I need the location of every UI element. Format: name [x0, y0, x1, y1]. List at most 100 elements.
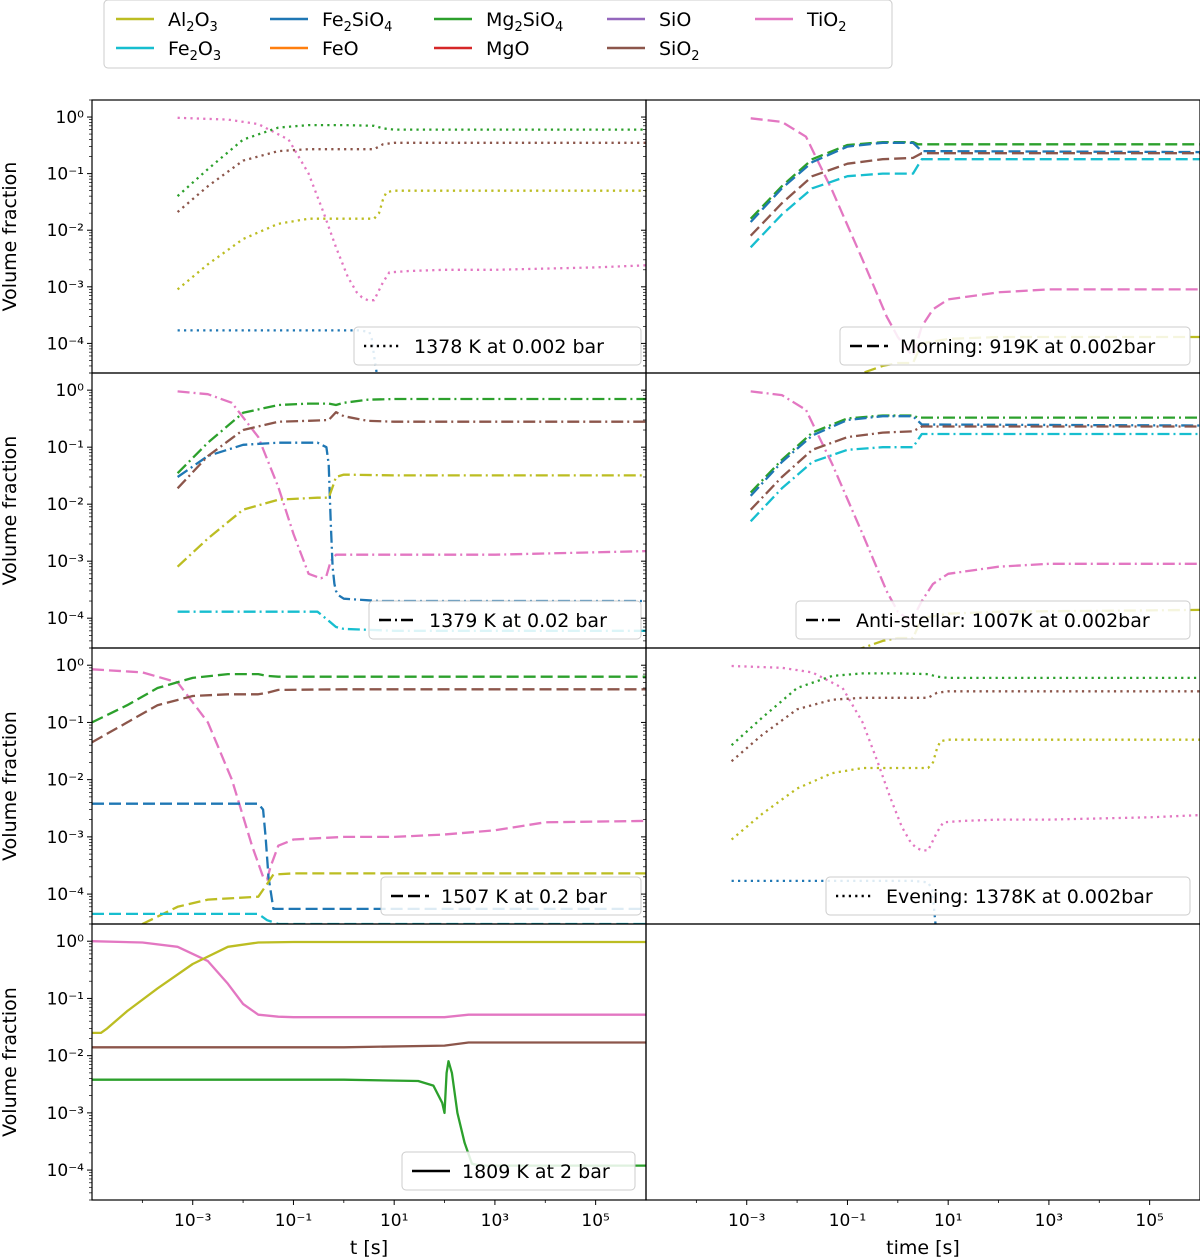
y-axis-label: Volume fraction — [0, 711, 21, 861]
panel-left-3: 10⁻⁴ 10⁻³ 10⁻² 10⁻¹ 10⁰ Volume fraction 1507 K… — [0, 647, 647, 925]
series-line-Al2O3 — [136, 872, 646, 924]
legend-entry-label: TiO2 — [806, 9, 847, 35]
legend-label: Anti-stellar: 1007K at 0.002bar — [856, 610, 1150, 632]
panel-left-1: 10⁻⁴ 10⁻³ 10⁻² 10⁻¹ 10⁰ Volume fraction 1378 K… — [0, 99, 647, 374]
y-tick-label: 10⁻³ — [47, 828, 84, 848]
series-line-Al2O3 — [176, 473, 646, 568]
x-axis-label: time [s] — [886, 1237, 960, 1259]
y-tick-label: 10⁻⁴ — [47, 334, 85, 354]
series-line-SiO2 — [749, 425, 1200, 511]
legend-frame — [839, 326, 1191, 366]
x-tick-label: 10³ — [1035, 1211, 1063, 1231]
series-line-Al2O3 — [858, 335, 1200, 373]
series-line-Fe2SiO4 — [92, 802, 646, 911]
series-line-Mg2SiO4 — [176, 123, 646, 197]
legend-frame — [401, 1151, 636, 1191]
legend-entry-label: Fe2SiO4 — [322, 9, 392, 35]
legend-frame — [368, 600, 642, 640]
x-tick-label: 10⁵ — [1135, 1211, 1163, 1231]
series-line-TiO2 — [92, 940, 646, 1019]
panel-right-3: Evening: 1378K at 0.002bar — [641, 647, 1200, 925]
series-line-TiO2 — [177, 390, 646, 580]
panel-legend: Anti-stellar: 1007K at 0.002bar — [795, 600, 1191, 640]
x-tick-label: 10⁻¹ — [829, 1211, 866, 1231]
panels: 10⁻⁴ 10⁻³ 10⁻² 10⁻¹ 10⁰ Volume fraction 1378 K… — [0, 99, 1200, 1259]
series-line-Fe2SiO4 — [176, 441, 646, 603]
y-tick-label: 10⁰ — [56, 932, 85, 952]
panel-legend: Evening: 1378K at 0.002bar — [825, 876, 1191, 916]
series-group — [92, 668, 646, 924]
legend-label: 1809 K at 2 bar — [462, 1161, 610, 1183]
panel-legend: 1809 K at 2 bar — [401, 1151, 636, 1191]
y-tick-label: 10⁻² — [47, 495, 84, 515]
legend-entry-label: Al2O3 — [168, 9, 218, 35]
legend-frame — [825, 876, 1191, 916]
y-tick-label: 10⁻¹ — [47, 713, 84, 733]
y-tick-label: 10⁻² — [47, 221, 84, 241]
x-axis-left: 10⁻³ 10⁻¹ 10¹ 10³ 10⁵ t [s] — [141, 1200, 610, 1259]
legend-frame — [353, 326, 642, 366]
panel-legend: Morning: 919K at 0.002bar — [839, 326, 1191, 366]
y-tick-label: 10⁻¹ — [47, 438, 84, 458]
series-group — [749, 117, 1200, 373]
legend-frame — [795, 600, 1191, 640]
x-tick-label: 10⁵ — [581, 1211, 609, 1231]
series-line-Fe2SiO4 — [749, 141, 1200, 223]
y-axis-label: Volume fraction — [0, 162, 21, 312]
series-line-SiO2 — [176, 141, 646, 213]
x-tick-label: 10⁻³ — [174, 1211, 211, 1231]
series-line-Al2O3 — [92, 940, 646, 1035]
y-tick-label: 10⁻¹ — [47, 165, 84, 185]
y-tick-label: 10⁻⁴ — [47, 885, 85, 905]
panel-legend: 1378 K at 0.002 bar — [353, 326, 642, 366]
y-axis-label: Volume fraction — [0, 436, 21, 586]
y-tick-label: 10⁰ — [56, 108, 85, 128]
y-tick-label: 10⁻² — [47, 1047, 84, 1067]
legend-box — [103, 0, 893, 69]
legend-label: 1378 K at 0.002 bar — [414, 336, 604, 358]
legend-entry-label: FeO — [322, 38, 359, 60]
legend-item-Al2O3: Al2O3 — [116, 9, 218, 35]
series-group — [176, 390, 646, 632]
x-axis-right: 10⁻³ 10⁻¹ 10¹ 10³ 10⁵ time [s] — [695, 1200, 1164, 1259]
series-line-SiO2 — [730, 690, 1200, 763]
series-line-Fe2O3 — [92, 912, 646, 924]
legend-entry-label: Mg2SiO4 — [486, 9, 563, 35]
series-line-Mg2SiO4 — [176, 397, 646, 475]
legend-label: 1507 K at 0.2 bar — [441, 886, 607, 908]
series-line-TiO2 — [731, 664, 1200, 852]
panel-legend: 1507 K at 0.2 bar — [380, 876, 642, 916]
panel-right-2: Anti-stellar: 1007K at 0.002bar — [641, 372, 1200, 649]
legend-item-Mg2SiO4: Mg2SiO4 — [434, 9, 563, 35]
legend-entry-label: SiO — [659, 9, 691, 31]
x-tick-label: 10³ — [481, 1211, 509, 1231]
y-tick-label: 10⁻⁴ — [47, 609, 85, 629]
legend-item-SiO2: SiO2 — [607, 38, 700, 64]
legend-item-MgO: MgO — [434, 38, 529, 60]
series-line-Mg2SiO4 — [92, 672, 646, 724]
legend: Al2O3 Fe2O3 Fe2SiO4 FeO Mg2SiO4 MgO SiO SiO2 TiO… — [103, 0, 893, 69]
legend-label: Morning: 919K at 0.002bar — [900, 336, 1155, 358]
legend-entry-label: MgO — [486, 38, 529, 60]
series-line-TiO2 — [177, 116, 646, 302]
series-line-Fe2O3 — [749, 432, 1200, 523]
y-tick-label: 10⁻³ — [47, 1104, 84, 1124]
y-tick-label: 10⁻² — [47, 771, 84, 791]
y-tick-label: 10⁻⁴ — [47, 1161, 85, 1181]
series-line-Al2O3 — [176, 189, 646, 291]
x-tick-label: 10¹ — [380, 1211, 408, 1231]
y-tick-label: 10⁻³ — [47, 552, 84, 572]
legend-frame — [380, 876, 642, 916]
legend-item-Fe2O3: Fe2O3 — [116, 38, 221, 64]
series-line-SiO2 — [92, 1041, 646, 1049]
legend-label: 1379 K at 0.02 bar — [429, 610, 607, 632]
legend-item-TiO2: TiO2 — [755, 9, 847, 35]
empty-axes-frame — [645, 923, 1200, 1201]
series-line-Mg2SiO4 — [730, 672, 1200, 747]
y-tick-label: 10⁻³ — [47, 278, 84, 298]
x-tick-label: 10⁻¹ — [275, 1211, 312, 1231]
legend-entry-label: Fe2O3 — [168, 38, 221, 64]
series-line-SiO2 — [176, 411, 646, 490]
legend-item-SiO: SiO — [607, 9, 691, 31]
